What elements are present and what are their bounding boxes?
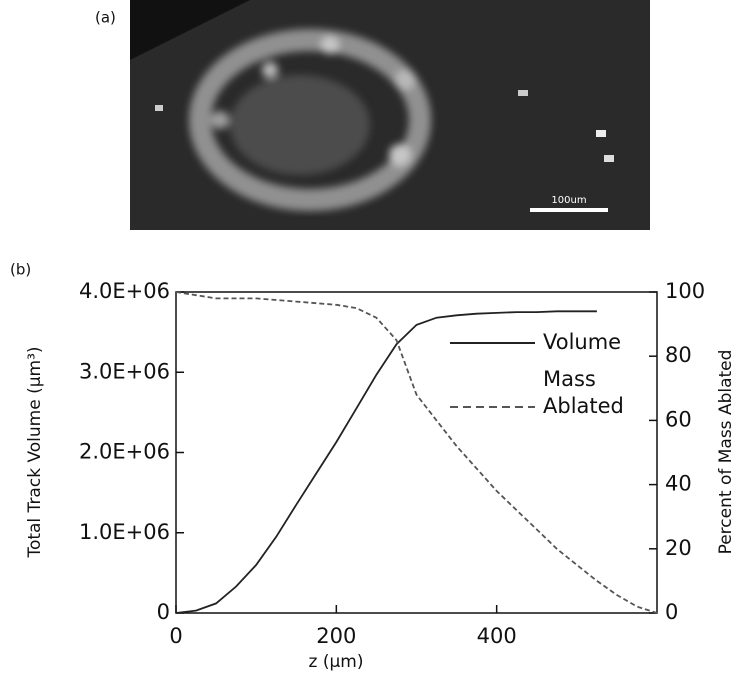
series-line bbox=[175, 291, 658, 614]
y2-tick-label: 0 bbox=[665, 600, 678, 624]
y-tick-label: 2.0E+06 bbox=[79, 440, 170, 464]
panel-label: (b) bbox=[10, 261, 31, 279]
x-tick-label: 400 bbox=[477, 624, 517, 648]
y-axis-label: Total Track Volume (µm³) bbox=[25, 346, 45, 558]
series-line bbox=[175, 310, 597, 614]
x-tick-label: 200 bbox=[316, 624, 356, 648]
y2-tick-label: 20 bbox=[665, 536, 692, 560]
y2-tick-label: 80 bbox=[665, 343, 692, 367]
legend-label: Mass Ablated bbox=[543, 367, 624, 418]
y2-tick-label: 40 bbox=[665, 472, 692, 496]
micrograph: 100um bbox=[130, 0, 650, 230]
scale-bar-label: 100um bbox=[551, 195, 586, 206]
y-tick-label: 1.0E+06 bbox=[79, 520, 170, 544]
y2-tick-label: 60 bbox=[665, 407, 692, 431]
x-tick-label: 0 bbox=[169, 624, 182, 648]
y-tick-label: 4.0E+06 bbox=[79, 279, 170, 303]
y2-axis-label: Percent of Mass Ablated bbox=[716, 350, 736, 555]
y-tick-label: 0 bbox=[157, 600, 170, 624]
legend-label: Volume bbox=[543, 330, 621, 354]
panel-label: (a) bbox=[95, 9, 116, 27]
y2-tick-label: 100 bbox=[665, 279, 705, 303]
x-axis-label: z (µm) bbox=[309, 652, 364, 672]
y-tick-label: 3.0E+06 bbox=[79, 359, 170, 383]
